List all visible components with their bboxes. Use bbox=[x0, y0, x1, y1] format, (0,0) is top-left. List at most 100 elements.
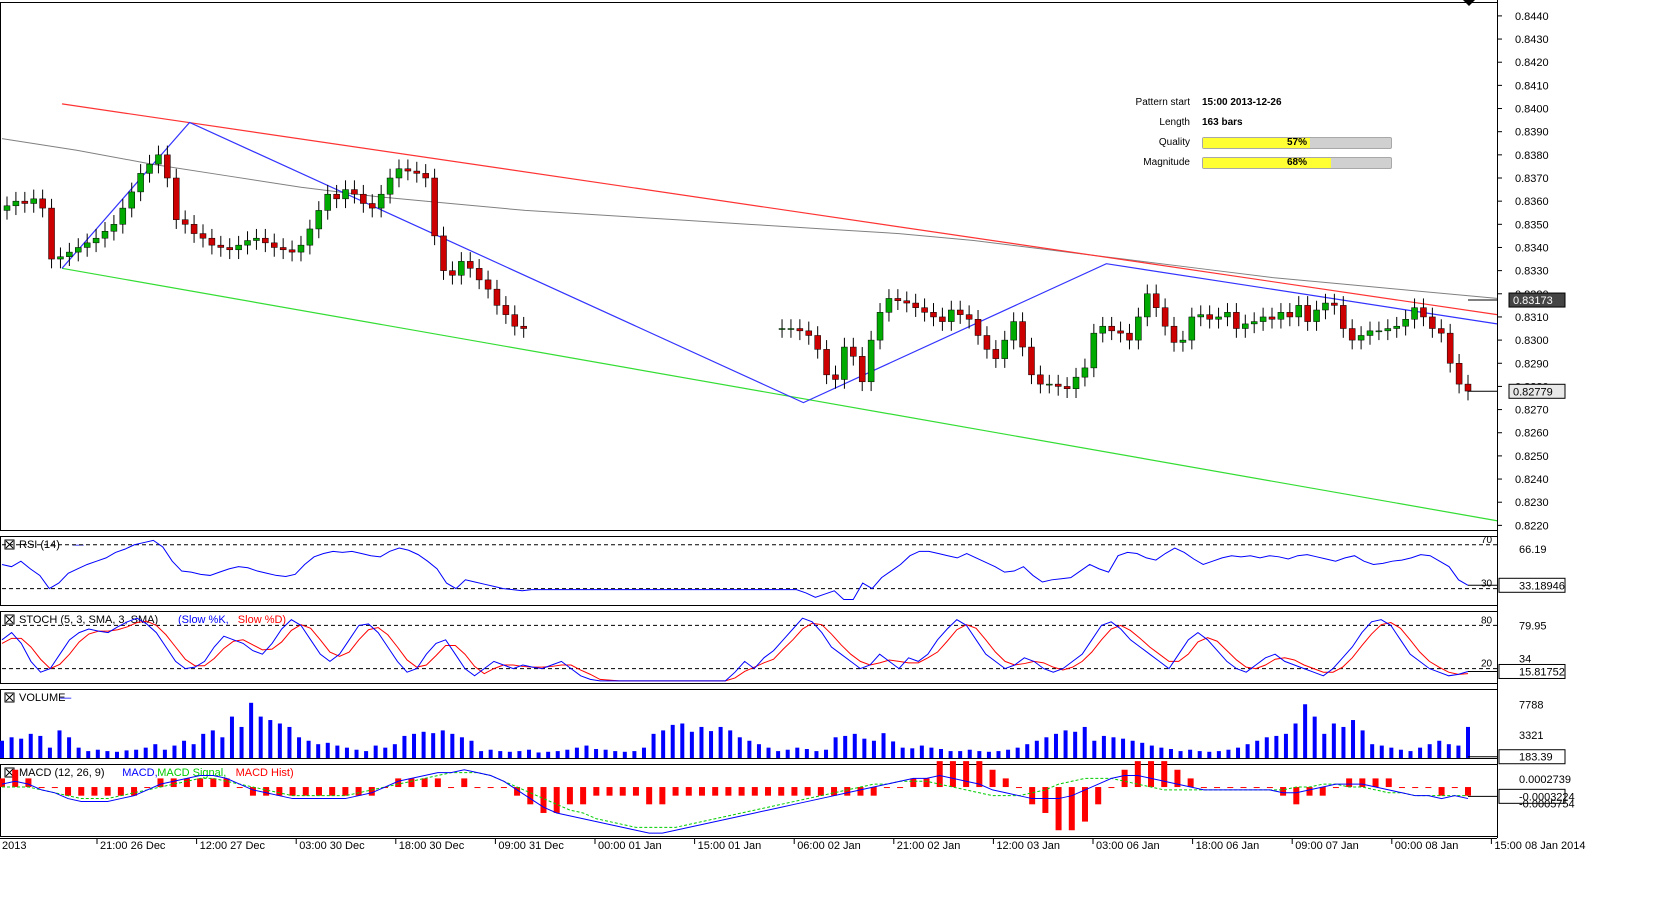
candle-body bbox=[1402, 319, 1409, 327]
volume-bar bbox=[38, 735, 43, 758]
volume-bar bbox=[546, 751, 551, 758]
candle-body bbox=[377, 193, 385, 209]
volume-bar bbox=[1341, 726, 1346, 758]
volume-bar bbox=[939, 749, 944, 758]
candle-body bbox=[1108, 325, 1115, 332]
volume-bar bbox=[105, 751, 110, 758]
macd-hist-bar bbox=[738, 787, 745, 796]
volume-bar bbox=[1418, 747, 1423, 758]
volume-bar bbox=[737, 737, 742, 758]
macd-hist-bar bbox=[1174, 769, 1181, 788]
macd-hist-bar bbox=[1108, 787, 1115, 789]
volume-bar bbox=[220, 737, 225, 758]
volume-bar bbox=[670, 724, 675, 758]
candle-body bbox=[1161, 307, 1169, 327]
volume-bar bbox=[1360, 730, 1365, 758]
candle-body bbox=[778, 328, 786, 330]
volume-pane: VOLUME— 7788 3321 183.39 bbox=[0, 692, 1566, 765]
level-label: 80 bbox=[1481, 615, 1493, 626]
volume-bar bbox=[392, 744, 397, 758]
candle-body bbox=[930, 312, 937, 318]
macd-hist-bar bbox=[1161, 761, 1168, 788]
volume-bar bbox=[1264, 737, 1269, 758]
macd-hist-bar bbox=[646, 787, 653, 805]
time-tick-label: 06:00 02 Jan bbox=[797, 840, 861, 852]
candle-body bbox=[1446, 332, 1454, 364]
volume-bar bbox=[143, 747, 148, 758]
volume-bar bbox=[1111, 737, 1116, 758]
macd-hist-bar bbox=[91, 787, 98, 796]
volume-bar bbox=[1207, 751, 1212, 758]
macd-hist-bar bbox=[1425, 787, 1432, 789]
candle-body bbox=[422, 173, 429, 179]
candle-body bbox=[1455, 363, 1463, 385]
volume-bar bbox=[1466, 726, 1470, 758]
volume-bar bbox=[1379, 745, 1384, 758]
macd-hist-bar bbox=[1068, 787, 1075, 831]
price-tick-label: 0.8310 bbox=[1515, 312, 1549, 324]
volume-bar bbox=[1025, 744, 1030, 758]
candle-body bbox=[1429, 316, 1436, 329]
volume-bar bbox=[479, 751, 484, 758]
volume-bar bbox=[9, 737, 14, 758]
candle-body bbox=[1019, 321, 1026, 348]
price-tick-label: 0.8250 bbox=[1515, 451, 1549, 463]
candle-body bbox=[992, 349, 1000, 359]
candle-body bbox=[12, 200, 20, 207]
macd-hist-bar bbox=[685, 787, 692, 796]
macd-hist-bar bbox=[1266, 787, 1273, 789]
volume-bar bbox=[412, 733, 417, 758]
axes: 2013 21:00 26 Dec 12:00 27 Dec 03:00 30 Dec… bbox=[2, 0, 1586, 852]
candle-body bbox=[1242, 323, 1249, 329]
time-tick-label: 09:00 07 Jan bbox=[1295, 840, 1359, 852]
volume-bar bbox=[1130, 740, 1135, 758]
macd-hist-bar bbox=[104, 787, 111, 796]
macd-hist-bar bbox=[434, 778, 441, 788]
close-pane-icon-x bbox=[5, 693, 14, 702]
macd-hist-bar bbox=[817, 787, 824, 796]
macd-hist-bar bbox=[1240, 787, 1247, 789]
pattern-start-label: Pattern start bbox=[1135, 97, 1190, 108]
price-tick-label: 0.8350 bbox=[1515, 219, 1549, 231]
volume-bar bbox=[718, 726, 723, 758]
macd-hist-bar bbox=[263, 787, 270, 796]
volume-bar bbox=[95, 749, 100, 758]
volume-bar bbox=[19, 738, 24, 758]
macd-hist-bar bbox=[25, 778, 32, 788]
price-tick-label: 0.8220 bbox=[1515, 520, 1549, 532]
volume-bar bbox=[1331, 723, 1336, 758]
candle-body bbox=[948, 309, 955, 322]
candle-body bbox=[369, 203, 376, 209]
macd-hist-bar bbox=[831, 787, 838, 796]
macd-hist-bar bbox=[302, 787, 309, 796]
magnitude-value: 68% bbox=[1286, 157, 1307, 168]
volume-bar bbox=[86, 751, 91, 758]
candle-body bbox=[787, 328, 795, 330]
candle-body bbox=[502, 305, 510, 315]
candle-body bbox=[413, 170, 421, 174]
volume-bar bbox=[498, 751, 503, 758]
volume-bar bbox=[958, 751, 963, 758]
macd-hist-bar bbox=[1346, 778, 1353, 788]
volume-bar bbox=[756, 744, 761, 758]
candle-body bbox=[21, 200, 29, 204]
candle-body bbox=[1357, 335, 1365, 341]
macd-hist-bar bbox=[1319, 787, 1326, 796]
macd-hist-bar bbox=[474, 787, 481, 789]
volume-bar bbox=[258, 716, 263, 758]
candle-body bbox=[288, 249, 296, 253]
candle-body bbox=[823, 349, 830, 376]
macd-hist-bar bbox=[725, 787, 732, 796]
macd-hist-bar bbox=[1029, 787, 1036, 805]
price-tick-label: 0.8380 bbox=[1515, 150, 1549, 162]
volume-bar bbox=[507, 751, 512, 758]
candle-body bbox=[1295, 305, 1302, 318]
pattern-magnitude-label: Magnitude bbox=[1143, 157, 1190, 168]
candle-body bbox=[1259, 316, 1267, 322]
volume-bar bbox=[249, 702, 254, 758]
candle-body bbox=[894, 298, 902, 301]
macd-hist-bar bbox=[1121, 769, 1128, 788]
volume-bar bbox=[182, 740, 187, 758]
candle-body bbox=[83, 242, 91, 248]
volume-bar bbox=[344, 747, 349, 758]
